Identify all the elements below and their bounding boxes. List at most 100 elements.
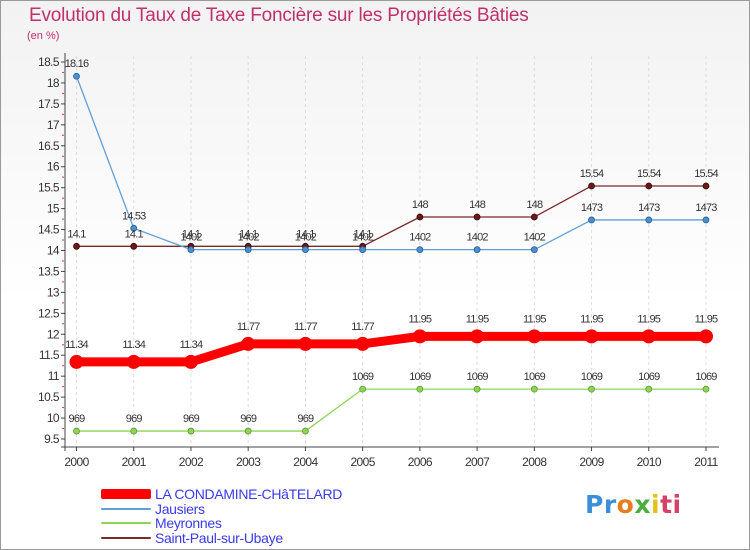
y-tick-label: 16.5 [38,139,60,153]
data-label-meyronnes: 969 [240,413,257,425]
data-label-meyronnes: 969 [297,413,314,425]
data-point-jausiers [530,246,538,254]
chart-title: Evolution du Taux de Taxe Foncière sur l… [29,5,529,26]
data-point-jausiers [416,246,424,254]
data-label-saint-paul: 14.1 [354,228,373,240]
data-label-jausiers: 1473 [695,202,717,214]
x-tick-label: 2003 [236,455,261,469]
data-point-saint-paul [416,213,424,221]
data-label-meyronnes: 1069 [352,371,374,383]
x-tick-label: 2001 [122,455,147,469]
data-label-jausiers: 1402 [238,232,260,244]
data-point-meyronnes [302,427,309,435]
data-label-meyronnes: 969 [183,413,200,425]
data-label-saint-paul: 15.54 [580,168,604,180]
data-point-saint-paul [530,213,538,221]
data-label-meyronnes: 969 [69,413,86,425]
data-point-la-condamine [298,336,313,351]
legend-swatch [101,507,151,510]
data-point-meyronnes [73,427,80,435]
data-point-jausiers [130,224,138,232]
legend-label: Saint-Paul-sur-Ubaye [155,529,283,546]
data-point-meyronnes [244,427,252,435]
y-tick-label: 15 [47,202,60,216]
data-label-meyronnes: 1069 [409,371,431,383]
data-point-meyronnes [416,385,424,393]
data-label-saint-paul: 14.1 [239,228,258,240]
data-point-la-condamine [641,329,656,344]
x-tick-label: 2007 [465,455,490,469]
y-tick-label: 17.5 [38,97,60,111]
legend-swatch [101,536,151,539]
legend-swatch [101,489,151,500]
data-label-meyronnes: 1069 [524,371,546,383]
data-label-saint-paul: 15.54 [694,168,718,180]
series-line-meyronnes [75,388,707,432]
data-point-la-condamine [584,329,599,344]
y-tick-label: 11.5 [39,348,60,362]
data-label-jausiers: 1402 [409,232,431,244]
axes: 9.5 10 10.5 11 11.5 12 12.5 13 13.5 14 14.5 15 15.5 1… [38,53,719,469]
data-label-jausiers: 18.16 [65,58,89,70]
data-label-la-condamine: 11.34 [180,339,203,351]
legend-item-la-condamine: LA CONDAMINE-CHâTELARD [101,486,343,503]
data-label-saint-paul: 14.1 [67,228,86,240]
data-label-la-condamine: 11.77 [351,321,374,333]
legend-label: LA CONDAMINE-CHâTELARD [155,486,343,503]
data-point-la-condamine [527,329,542,344]
data-point-jausiers [645,216,653,224]
data-label-jausiers: 14.53 [122,210,146,222]
data-label-la-condamine: 11.95 [580,313,603,325]
data-point-meyronnes [530,385,538,393]
data-label-meyronnes: 1069 [638,371,660,383]
data-label-la-condamine: 11.34 [122,339,145,351]
data-point-la-condamine [241,336,256,351]
x-tick-label: 2004 [293,455,318,469]
data-point-meyronnes [473,385,481,393]
data-label-saint-paul: 15.54 [637,168,661,180]
y-tick-label: 16 [47,160,60,174]
data-point-meyronnes [359,385,367,393]
legend-item-meyronnes: Meyronnes [101,515,342,532]
data-label-saint-paul: 14.1 [296,228,315,240]
data-label-jausiers: 1402 [352,232,374,244]
y-tick-label: 12.5 [38,306,60,320]
series-line-jausiers [75,75,707,251]
data-point-meyronnes [187,427,195,435]
data-label-jausiers: 1402 [180,232,202,244]
data-point-la-condamine [126,354,141,369]
data-point-la-condamine [69,354,84,369]
data-label-la-condamine: 11.95 [637,313,660,325]
y-tick-label: 14 [47,244,60,258]
y-tick-label: 13 [47,285,60,299]
data-point-jausiers [73,72,80,80]
data-point-meyronnes [588,385,595,393]
y-tick-label: 18 [47,76,60,90]
data-label-meyronnes: 969 [126,413,143,425]
legend-item-jausiers: Jausiers [101,501,342,517]
data-label-meyronnes: 1069 [466,371,488,383]
x-tick-label: 2008 [522,455,547,469]
y-tick-label: 13.5 [38,264,60,278]
data-point-saint-paul [73,242,80,250]
data-label-la-condamine: 11.95 [466,313,489,325]
y-tick-label: 9.5 [44,432,60,446]
legend-label: Meyronnes [155,515,222,532]
data-label-la-condamine: 11.77 [294,321,317,333]
data-point-la-condamine [699,329,713,344]
data-point-jausiers [187,246,195,254]
data-point-jausiers [702,216,710,224]
data-label-la-condamine: 11.77 [237,321,260,333]
data-label-la-condamine: 11.95 [695,313,718,325]
data-label-meyronnes: 1069 [581,371,603,383]
data-label-saint-paul: 14.1 [125,228,144,240]
data-point-la-condamine [183,354,198,369]
x-tick-label: 2000 [64,455,89,469]
legend: LA CONDAMINE-CHâTELARD Jausiers Meyronne… [101,486,343,546]
data-label-jausiers: 1402 [524,232,546,244]
x-tick-label: 2010 [637,455,662,469]
data-label-saint-paul: 14.1 [182,228,201,240]
series-points [69,72,713,435]
series-line-saint-paul [75,185,707,247]
